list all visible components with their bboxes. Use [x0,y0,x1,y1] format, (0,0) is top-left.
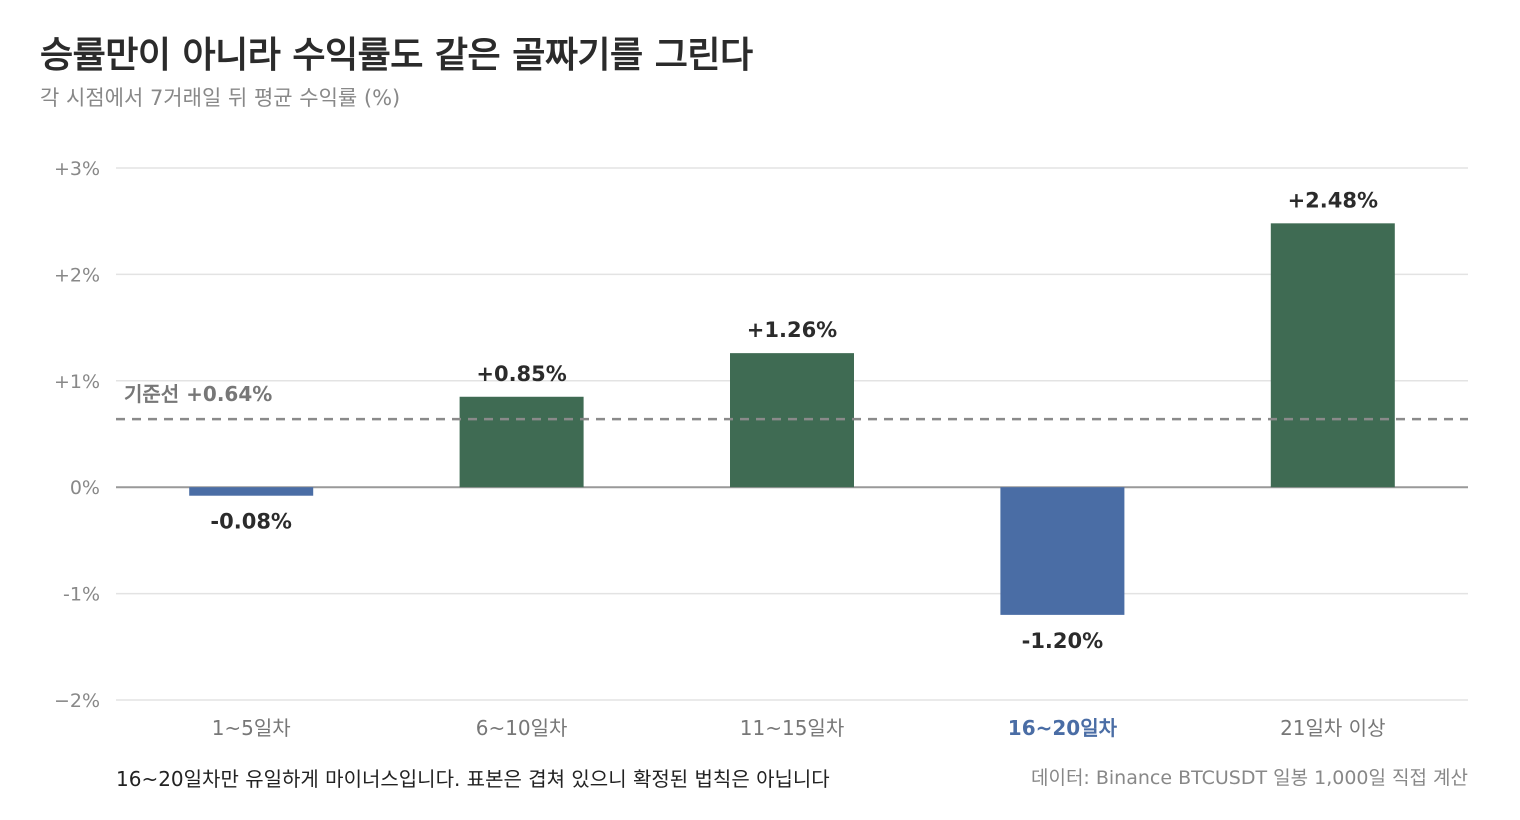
footnote: 16~20일차만 유일하게 마이너스입니다. 표본은 겹쳐 있으니 확정된 법칙… [116,767,830,791]
bar [189,487,314,496]
labels: −2% -1% 0% +1% +2% +3% -0.08% 1~5일차 +0.85% 6~10일차… [54,158,1386,740]
x-tick-label: 6~10일차 [476,716,568,740]
y-tick-label: +2% [54,264,100,286]
data-label: +1.26% [747,318,837,342]
chart-title: 승률만이 아니라 수익률도 같은 골짜기를 그린다 [40,35,753,76]
data-label: -1.20% [1022,629,1104,653]
x-tick-label: 16~20일차 [1008,716,1118,740]
x-tick-label: 21일차 이상 [1280,716,1385,740]
source-note: 데이터: Binance BTCUSDT 일봉 1,000일 직접 계산 [1030,767,1468,789]
data-label: +0.85% [476,362,566,386]
y-tick-label: −2% [54,690,100,712]
reference-line-label: 기준선 +0.64% [124,382,272,406]
x-tick-label: 11~15일차 [740,716,844,740]
y-tick-label: +1% [54,371,100,393]
y-tick-label: 0% [70,477,100,499]
bar [459,396,584,488]
y-tick-label: +3% [54,158,100,180]
data-label: -0.08% [210,510,292,534]
y-tick-label: -1% [63,584,100,606]
data-label: +2.48% [1288,188,1378,212]
bars [189,223,1395,615]
bar [1000,487,1125,615]
x-tick-label: 1~5일차 [212,716,291,740]
chart-subtitle: 각 시점에서 7거래일 뒤 평균 수익률 (%) [40,86,401,110]
bar [1270,223,1395,488]
